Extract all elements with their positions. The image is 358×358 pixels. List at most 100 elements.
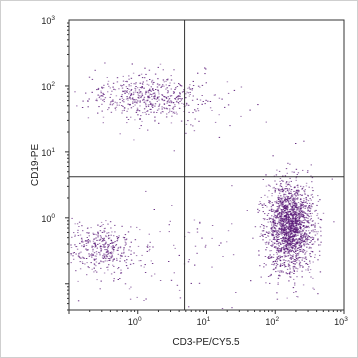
data-point	[281, 220, 284, 222]
data-point	[194, 109, 196, 111]
data-point	[272, 204, 274, 206]
data-point	[302, 210, 304, 212]
data-point	[292, 263, 295, 265]
data-point	[278, 204, 280, 206]
data-point	[279, 220, 281, 222]
data-point	[293, 227, 296, 229]
data-point	[280, 216, 282, 218]
data-point	[297, 232, 300, 234]
data-point	[299, 238, 301, 240]
data-point	[307, 225, 310, 227]
data-point	[283, 218, 286, 220]
data-point	[291, 225, 293, 227]
data-point	[153, 81, 155, 83]
data-point	[288, 217, 291, 219]
data-point	[121, 255, 123, 257]
data-point	[103, 98, 105, 100]
data-point	[271, 256, 273, 258]
data-point	[292, 194, 294, 196]
data-point	[181, 85, 183, 87]
data-point	[303, 222, 305, 224]
data-point	[110, 111, 113, 113]
data-point	[294, 219, 297, 221]
data-point	[139, 95, 141, 97]
data-point	[273, 219, 275, 221]
data-point	[262, 179, 264, 180]
data-point	[294, 259, 296, 260]
data-point	[139, 87, 142, 88]
data-point	[263, 203, 265, 205]
data-point	[127, 119, 130, 120]
data-point	[301, 270, 303, 272]
data-point	[281, 223, 283, 225]
data-point	[280, 186, 283, 187]
data-point	[143, 98, 145, 100]
data-point	[285, 214, 287, 216]
data-point	[298, 260, 300, 262]
data-point	[190, 282, 192, 284]
data-point	[124, 92, 126, 94]
data-point	[276, 260, 278, 262]
data-point	[302, 236, 305, 238]
data-point	[205, 82, 207, 84]
data-point	[188, 111, 190, 113]
data-point	[288, 188, 291, 190]
data-point	[290, 258, 292, 260]
data-point	[94, 69, 96, 71]
data-point	[103, 253, 105, 255]
data-point	[295, 235, 297, 237]
data-point	[162, 84, 164, 86]
data-point	[298, 232, 301, 234]
data-point	[311, 177, 314, 179]
data-point	[317, 231, 319, 233]
data-point	[260, 233, 262, 235]
data-point	[159, 280, 162, 281]
data-point	[286, 184, 289, 186]
data-point	[277, 249, 280, 251]
data-point	[218, 136, 221, 138]
data-point	[113, 258, 115, 260]
data-point	[301, 188, 303, 190]
data-point	[130, 116, 132, 118]
data-point	[291, 243, 293, 244]
data-point	[291, 227, 293, 229]
data-point	[297, 239, 299, 241]
data-point	[292, 204, 294, 206]
data-point	[276, 232, 279, 234]
data-point	[188, 95, 190, 97]
data-point	[94, 233, 96, 235]
data-point	[301, 265, 303, 267]
data-point	[257, 211, 259, 213]
data-point	[299, 242, 302, 244]
data-point	[279, 219, 282, 221]
data-point	[274, 210, 276, 212]
data-point	[168, 261, 170, 262]
data-point	[145, 104, 147, 106]
data-point	[120, 255, 122, 257]
data-point	[163, 85, 165, 87]
data-point	[292, 223, 294, 225]
data-point	[222, 256, 224, 257]
data-point	[304, 205, 306, 207]
data-point	[295, 202, 297, 204]
data-point	[290, 192, 292, 194]
data-point	[300, 242, 302, 244]
data-point	[281, 204, 283, 206]
data-point	[279, 190, 282, 192]
data-point	[271, 245, 273, 247]
data-point	[271, 195, 273, 197]
data-point	[309, 236, 311, 238]
data-point	[104, 62, 106, 64]
data-point	[196, 252, 198, 254]
data-point	[307, 235, 309, 237]
data-point	[295, 245, 297, 247]
data-point	[78, 253, 80, 255]
data-point	[307, 194, 309, 196]
data-point	[287, 199, 289, 201]
data-point	[293, 240, 295, 242]
data-point	[308, 227, 310, 229]
data-point	[89, 240, 91, 242]
data-point	[309, 213, 311, 215]
data-point	[280, 198, 283, 200]
data-point	[305, 235, 307, 237]
